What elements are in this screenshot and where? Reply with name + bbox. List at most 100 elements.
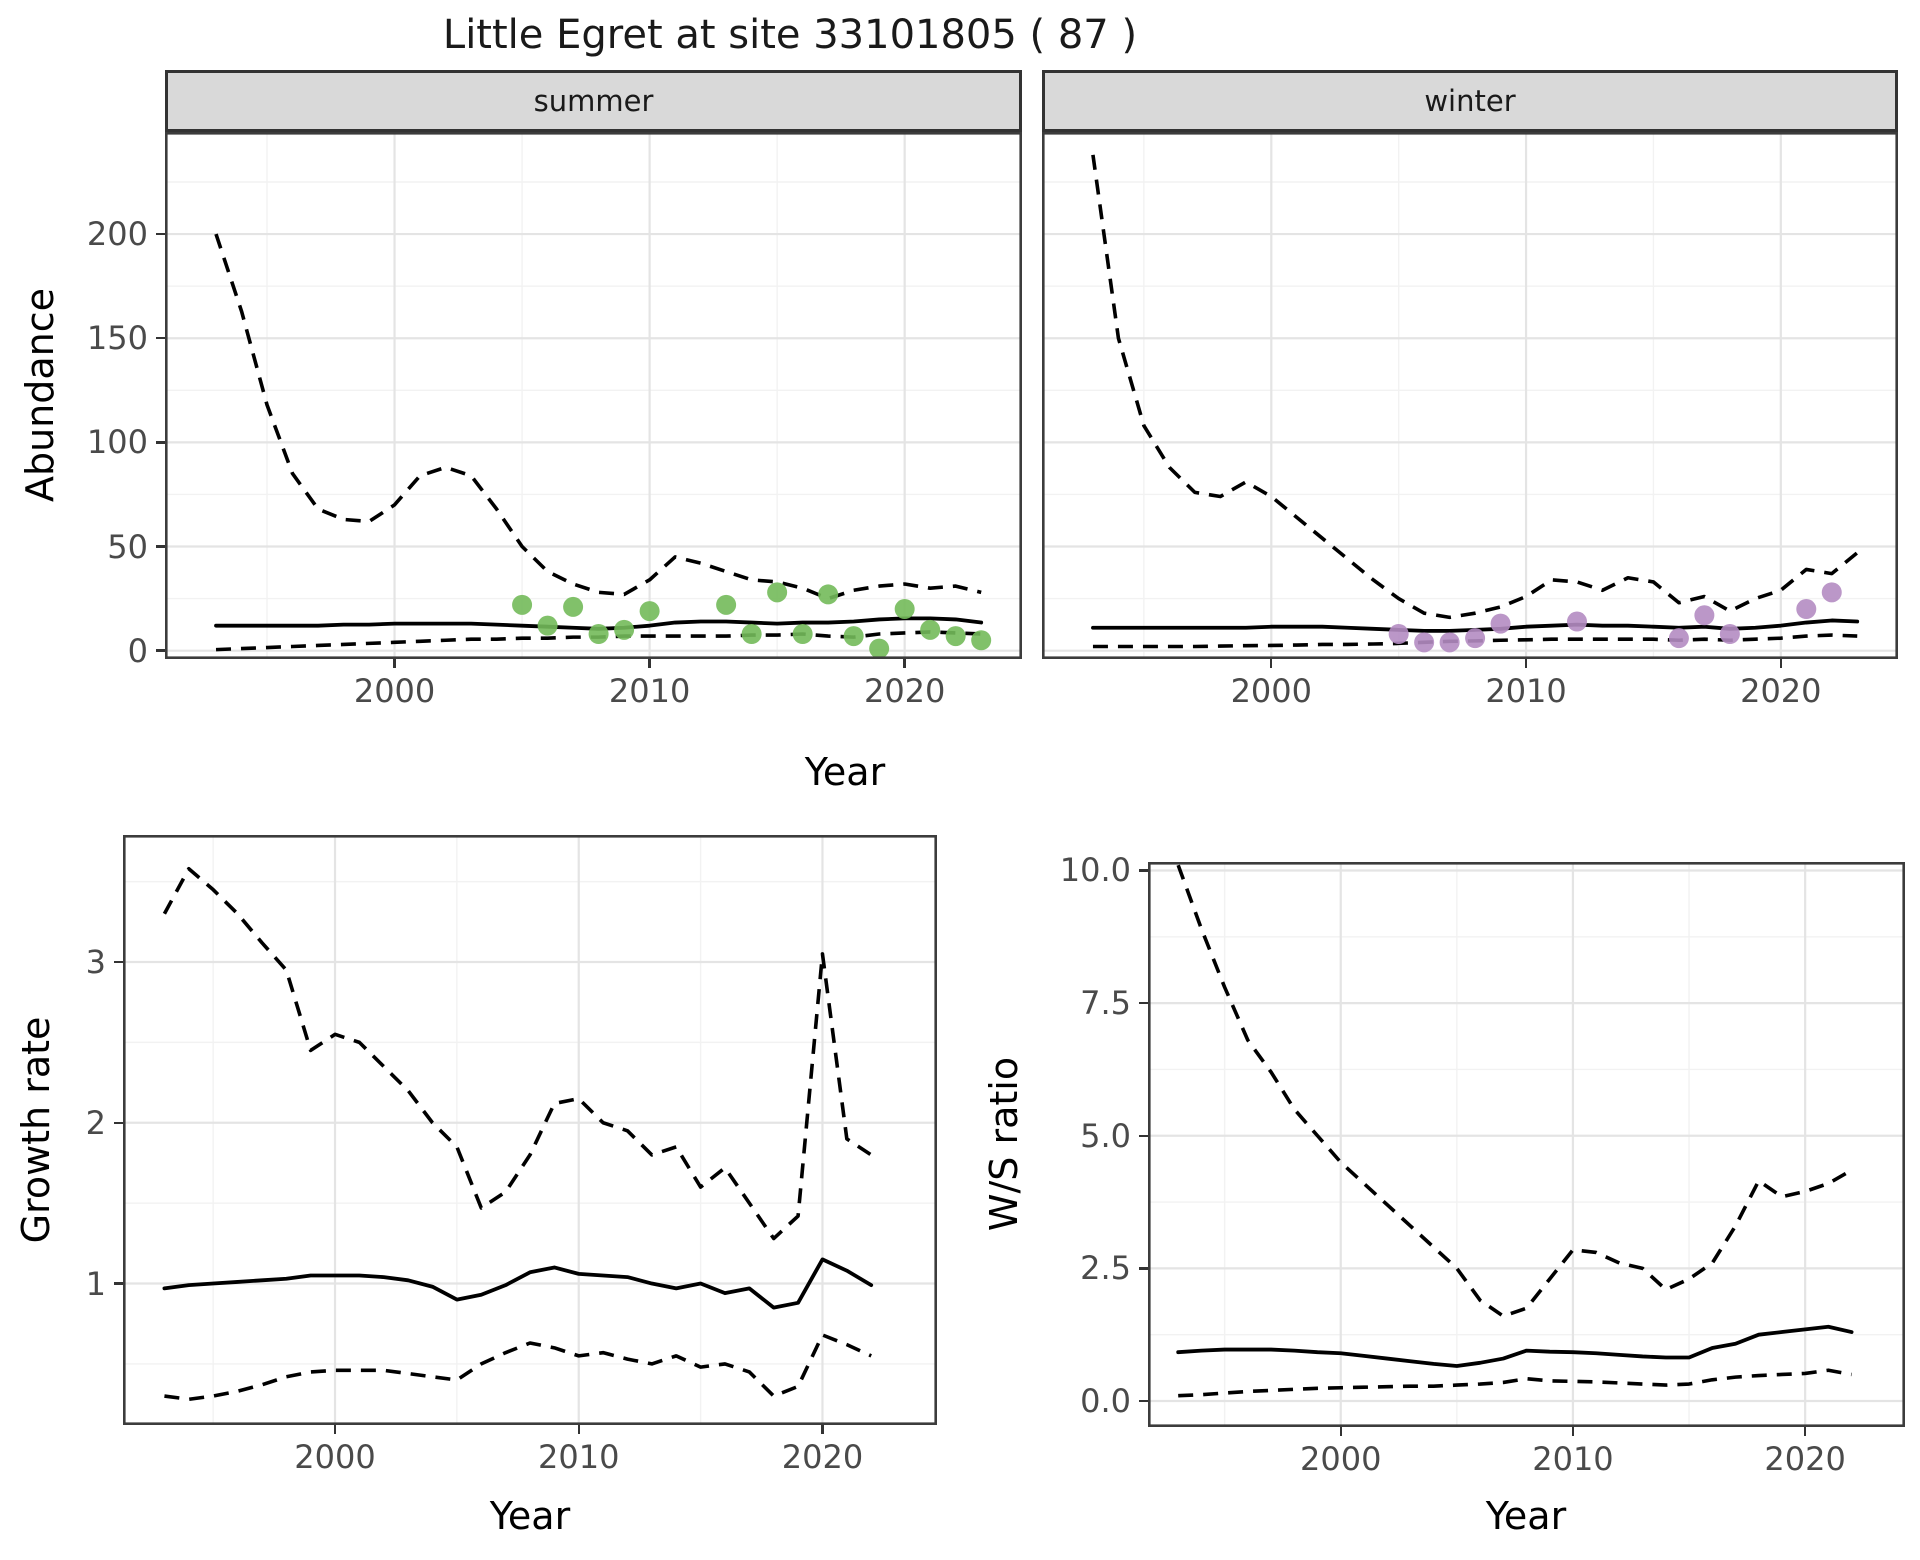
x-tick-mark (1524, 659, 1528, 668)
x-tick-mark (1803, 1427, 1807, 1436)
facet-strip-summer: summer (165, 70, 1022, 132)
y-tick-mark (1139, 869, 1148, 872)
y-tick-mark (1139, 1267, 1148, 1270)
ws-ratio-panel (1148, 862, 1905, 1427)
winter-observation-point (1668, 628, 1689, 649)
winter-observation-point (1414, 632, 1435, 653)
x-tick-mark (1270, 659, 1273, 668)
summer-upper-ci-line (214, 233, 982, 601)
y-tick-mark (114, 1282, 123, 1285)
growth-lower-ci-line (164, 1333, 872, 1402)
x-tick-mark (1339, 1427, 1342, 1436)
summer-observation-point (716, 594, 737, 615)
winter-observation-point (1439, 632, 1460, 653)
y-tick-mark (114, 960, 123, 964)
ws-upper-ci-line (1176, 864, 1853, 1318)
x-tick-mark (1779, 659, 1782, 668)
winter-observation-point (1567, 611, 1587, 632)
summer-observation-point (563, 596, 584, 617)
abundance-summer-panel (165, 132, 1022, 659)
ws-ratio-x-axis-title: Year (1485, 1494, 1567, 1538)
summer-observation-point (843, 626, 864, 647)
x-tick-label: 2020 (781, 1438, 864, 1476)
y-tick-label: 200 (86, 215, 148, 254)
x-tick-label: 2020 (1740, 672, 1822, 710)
summer-observation-point (792, 624, 813, 644)
growth-upper-ci-line (162, 866, 873, 1241)
y-tick-mark (1139, 1001, 1148, 1005)
summer-observation-point (537, 615, 558, 636)
ws-lower-ci-line (1178, 1368, 1852, 1398)
growth-median-line (162, 1257, 874, 1310)
y-tick-label: 2.5 (1080, 1249, 1131, 1288)
chart-title: Little Egret at site 33101805 ( 87 ) (442, 12, 1138, 58)
winter-observation-point (1719, 624, 1740, 644)
facet-strip-winter: winter (1042, 70, 1898, 132)
winter-observation-point (1465, 628, 1486, 649)
summer-observation-point (588, 624, 609, 644)
y-tick-label: 150 (86, 319, 148, 358)
abundance-y-axis-title: Abundance (18, 287, 62, 503)
y-tick-label: 2 (85, 1103, 106, 1142)
y-tick-mark (156, 441, 165, 444)
x-tick-label: 2010 (608, 672, 691, 710)
x-tick-label: 2000 (1230, 672, 1312, 710)
x-tick-mark (393, 659, 396, 668)
winter-observation-point (1821, 582, 1842, 603)
ws-median-line (1176, 1324, 1854, 1368)
winter-upper-ci-line (1091, 154, 1859, 620)
x-tick-mark (821, 1425, 824, 1434)
y-tick-label: 50 (107, 527, 148, 566)
y-tick-label: 100 (86, 423, 148, 462)
abundance-winter-panel (1042, 132, 1898, 659)
y-tick-mark (156, 545, 165, 548)
x-tick-label: 2010 (1532, 1440, 1614, 1478)
y-tick-label: 5.0 (1080, 1116, 1131, 1155)
y-tick-mark (114, 1121, 123, 1124)
x-tick-mark (333, 1425, 337, 1434)
summer-observation-point (512, 594, 533, 615)
x-tick-label: 2000 (353, 672, 436, 710)
summer-observation-point (639, 601, 660, 622)
top-x-axis-title: Year (804, 750, 886, 794)
summer-observation-point (894, 599, 915, 620)
x-tick-mark (903, 659, 906, 668)
winter-observation-point (1796, 599, 1817, 620)
y-tick-mark (156, 232, 165, 236)
x-tick-label: 2010 (538, 1438, 620, 1476)
summer-observation-point (971, 630, 992, 651)
x-tick-label: 2010 (1485, 672, 1567, 710)
winter-observation-point (1388, 624, 1409, 644)
x-tick-label: 2020 (1764, 1440, 1846, 1478)
winter-observation-point (1694, 605, 1715, 626)
x-tick-label: 2000 (294, 1438, 376, 1476)
y-tick-label: 0 (127, 631, 148, 670)
y-tick-label: 3 (85, 943, 106, 981)
x-tick-mark (1571, 1427, 1575, 1436)
y-tick-mark (156, 649, 165, 652)
y-tick-label: 10.0 (1059, 851, 1131, 890)
summer-observation-point (767, 582, 788, 603)
y-tick-mark (1139, 1134, 1148, 1137)
winter-observation-point (1490, 613, 1511, 634)
summer-observation-point (741, 624, 762, 644)
y-tick-mark (156, 337, 165, 340)
x-tick-mark (577, 1425, 580, 1434)
x-tick-label: 2000 (1300, 1440, 1382, 1478)
y-tick-label: 0.0 (1080, 1382, 1131, 1420)
summer-observation-point (920, 619, 941, 640)
y-tick-label: 1 (85, 1264, 106, 1303)
y-tick-mark (1139, 1399, 1148, 1403)
y-tick-label: 7.5 (1080, 984, 1131, 1023)
growth-rate-x-axis-title: Year (489, 1494, 571, 1538)
growth-rate-panel (123, 835, 937, 1425)
x-tick-label: 2020 (863, 672, 946, 710)
facet-strip-winter-label: winter (1424, 84, 1516, 118)
x-tick-mark (648, 659, 651, 668)
summer-observation-point (614, 619, 635, 640)
facet-strip-summer-label: summer (533, 84, 654, 118)
summer-observation-point (818, 584, 839, 605)
summer-observation-point (945, 626, 966, 647)
summer-observation-point (869, 638, 890, 659)
